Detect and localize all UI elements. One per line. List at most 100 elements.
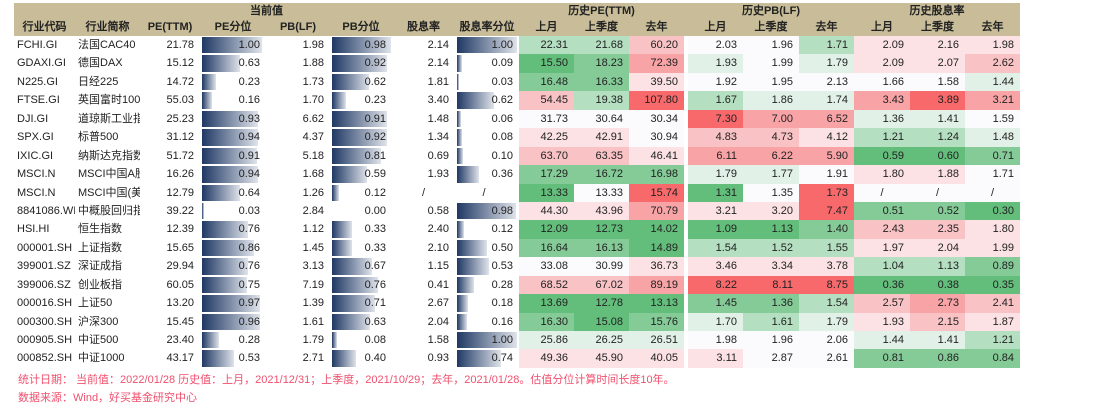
pb-hist-last-quarter: 3.34 <box>743 257 799 276</box>
dy-hist-last-month: 2.09 <box>854 36 910 55</box>
column-header[interactable]: 去年 <box>981 21 1004 33</box>
percentile-value: 0.33 <box>364 241 386 254</box>
dy-hist-last-quarter: 2.16 <box>910 36 965 55</box>
column-header[interactable]: PE分位 <box>214 21 252 33</box>
dy-hist-last-year: 0.35 <box>965 275 1020 295</box>
pb-hist-last-year: 1.54 <box>799 294 854 313</box>
column-header[interactable]: 去年 <box>645 21 668 33</box>
dividend-yield: 2.67 <box>427 297 449 310</box>
percentile-bar <box>457 110 461 128</box>
pe-hist-last-quarter: 63.35 <box>574 146 629 166</box>
pb-hist-last-year: 1.55 <box>799 238 854 258</box>
dividend-percentile: 0.28 <box>455 276 519 294</box>
pe-hist-last-quarter: 12.78 <box>574 294 629 313</box>
column-header[interactable]: 上月 <box>535 21 558 33</box>
index-name: 中证1000 <box>78 352 125 365</box>
group-current: 当前值 <box>250 5 283 17</box>
pe-hist-last-year: 26.51 <box>629 331 684 350</box>
dy-hist-last-quarter: 1.41 <box>910 331 965 350</box>
table-row: 000300.SH 沪深300 15.45 0.96 1.61 0.63 2.04 0.16 1… <box>14 312 1020 331</box>
pe-hist-last-quarter: 15.08 <box>574 312 629 331</box>
footnote-source: 数据来源：Wind，好买基金研究中心 <box>18 392 198 404</box>
table-row: DJI.GI 道琼斯工业指 25.23 0.93 6.62 0.91 1.48 0.06 31.… <box>14 109 1020 129</box>
dy-hist-last-month: 3.43 <box>854 91 910 110</box>
percentile-value: 0.98 <box>364 39 386 51</box>
pb-percentile: 0.63 <box>330 313 392 331</box>
dy-hist-last-month: 1.93 <box>854 312 910 331</box>
pb-value: 1.45 <box>302 241 324 254</box>
percentile-bar <box>457 202 516 220</box>
percentile-bar <box>457 276 474 294</box>
index-name: 德国DAX <box>78 57 123 70</box>
column-header[interactable]: 上季度 <box>585 21 618 33</box>
percentile-bar <box>202 332 219 349</box>
percentile-bar <box>202 276 247 294</box>
dividend-percentile: / <box>455 184 519 202</box>
percentile-bar <box>332 332 337 349</box>
pb-percentile: 0.92 <box>330 54 392 72</box>
dividend-yield: / <box>421 186 426 199</box>
pe-percentile: 0.94 <box>200 128 266 146</box>
index-code: 000852.SH <box>17 352 73 365</box>
percentile-value: 1.00 <box>238 39 260 51</box>
pb-hist-last-month: 3.46 <box>688 257 743 276</box>
percentile-value: 0.97 <box>238 297 260 310</box>
index-code: MSCI.N <box>17 186 56 199</box>
pb-percentile: 0.33 <box>330 239 392 257</box>
pe-hist-last-year: 13.13 <box>629 294 684 313</box>
pb-hist-last-month: 1.98 <box>688 331 743 350</box>
percentile-value: 0.06 <box>491 112 513 125</box>
column-header[interactable]: 股息率 <box>407 21 440 33</box>
column-header[interactable]: 上月 <box>704 21 727 33</box>
percentile-bar <box>457 313 467 330</box>
valuation-table: 当前值 历史PE(TTM) 历史PB(LF) 历史股息率 行业代码 行业简称 PE(… <box>14 3 1020 368</box>
pb-hist-last-year: 1.79 <box>799 54 854 73</box>
percentile-bar <box>202 55 240 72</box>
pe-hist-last-quarter: 42.91 <box>574 128 629 147</box>
column-header[interactable]: PE(TTM) <box>147 21 193 33</box>
index-code: DJI.GI <box>17 112 49 125</box>
column-header[interactable]: 去年 <box>815 21 838 33</box>
column-header[interactable]: 上季度 <box>754 21 788 33</box>
table-row: 399001.SZ 深证成指 29.94 0.76 3.13 0.67 1.15 0.53 33… <box>14 257 1020 276</box>
pb-hist-last-month: 4.83 <box>688 128 743 147</box>
column-header[interactable]: 行业简称 <box>85 21 130 33</box>
column-header[interactable]: 上月 <box>871 21 893 33</box>
percentile-value: 0.92 <box>364 131 386 144</box>
dy-hist-last-quarter: 2.15 <box>910 312 965 331</box>
percentile-value: 0.76 <box>364 278 386 291</box>
pb-hist-last-year: 2.13 <box>799 72 854 92</box>
dividend-yield: 1.93 <box>427 168 449 181</box>
dy-hist-last-quarter: 2.04 <box>910 238 965 258</box>
column-header[interactable]: PB分位 <box>342 21 380 33</box>
dy-hist-last-quarter: 1.58 <box>910 72 965 92</box>
pe-value: 55.03 <box>166 94 194 107</box>
pb-value: 2.71 <box>302 352 324 365</box>
dividend-percentile: 0.03 <box>455 73 519 91</box>
dy-hist-last-month: 0.36 <box>854 275 910 295</box>
column-header[interactable]: 行业代码 <box>22 21 67 33</box>
pb-hist-last-year: 1.74 <box>799 91 854 110</box>
column-header[interactable]: PB(LF) <box>279 21 317 33</box>
table-row: 000016.SH 上证50 13.20 0.97 1.39 0.71 2.67 0.18 13… <box>14 294 1020 313</box>
pe-hist-last-year: 36.73 <box>629 257 684 276</box>
pb-percentile: 0.98 <box>330 36 392 54</box>
percentile-bar <box>202 129 259 146</box>
percentile-value: 0.86 <box>238 241 260 254</box>
column-header[interactable]: 上季度 <box>921 21 954 33</box>
table-row: IXIC.GI 纳斯达克指数 51.72 0.91 5.18 0.81 0.69 0.10 63… <box>14 146 1020 166</box>
percentile-value: 0.28 <box>491 278 513 291</box>
percentile-bar <box>457 166 479 183</box>
index-name: 法国CAC40 <box>78 39 136 51</box>
index-name: 日经225 <box>78 75 119 88</box>
pe-hist-last-year: 30.34 <box>629 109 684 129</box>
pb-hist-last-quarter: 3.20 <box>743 201 799 221</box>
pe-percentile: 0.75 <box>200 276 266 294</box>
dy-hist-last-month: 1.97 <box>854 238 910 258</box>
pb-percentile: 0.92 <box>330 128 392 146</box>
pb-value: 1.68 <box>302 168 324 181</box>
footnote-dates: 统计日期： 当前值：2022/01/28 历史值：上月，2021/12/31；上… <box>18 374 675 386</box>
pe-percentile: 0.96 <box>200 313 266 331</box>
percentile-bar <box>457 239 487 257</box>
column-header[interactable]: 股息率分位 <box>459 21 515 33</box>
